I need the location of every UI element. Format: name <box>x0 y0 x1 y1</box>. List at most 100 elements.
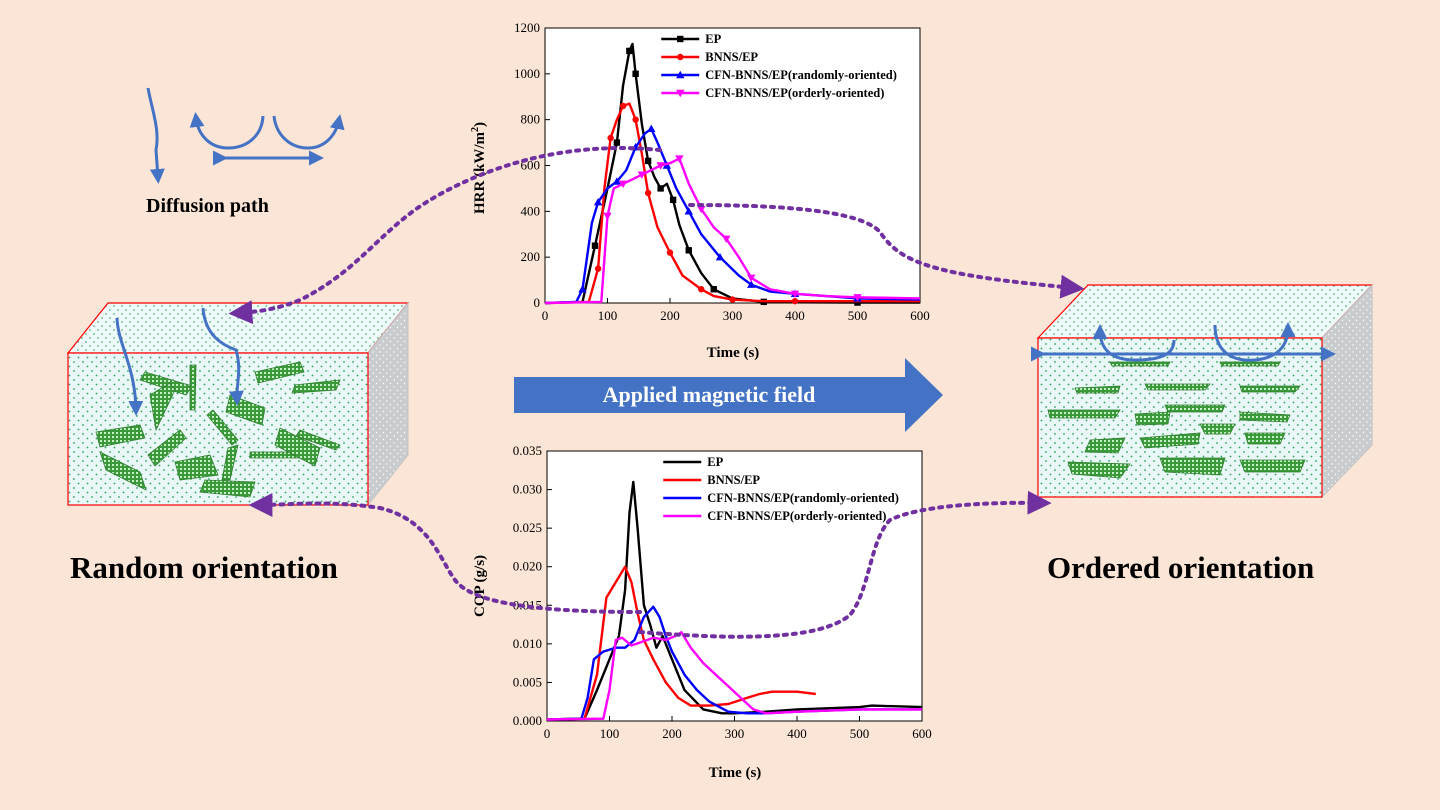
legend-label: CFN-BNNS/EP(randomly-oriented) <box>707 491 899 505</box>
y-tick-label: 0.025 <box>513 520 542 535</box>
series-point <box>647 124 656 133</box>
series-point <box>685 247 692 254</box>
legend-label: CFN-BNNS/EP(orderly-oriented) <box>707 509 886 523</box>
series-point <box>715 252 725 261</box>
series-point <box>613 139 621 146</box>
series-point <box>626 47 633 55</box>
random-orientation-box <box>66 301 410 507</box>
series-point <box>637 171 647 179</box>
series-point <box>791 297 799 305</box>
legend-marker <box>677 35 684 43</box>
series-point <box>698 286 705 293</box>
cop-chart: 0 100 200 300 400 500 600 0.000 0.005 0.010 0.015 0… <box>472 443 932 781</box>
series-point <box>619 102 627 110</box>
series-point <box>594 265 602 272</box>
x-tick-label: 100 <box>598 308 618 323</box>
x-tick-label: 500 <box>848 308 868 323</box>
diffusion-path-label: Diffusion path <box>146 195 269 217</box>
x-tick-label: 600 <box>910 308 930 323</box>
series-point <box>722 235 731 244</box>
series-line-3 <box>546 631 922 721</box>
legend-marker <box>676 89 685 98</box>
series-point <box>618 180 628 189</box>
series-point <box>644 157 652 165</box>
hrr-chart: 0 100 200 300 400 500 600020040060080010001200… <box>470 20 930 361</box>
cop-series <box>546 480 923 721</box>
series-point <box>644 189 652 197</box>
y-tick-label: 1200 <box>514 20 540 35</box>
x-tick-label: 300 <box>725 726 745 741</box>
legend-marker <box>676 70 685 79</box>
series-point <box>603 212 612 221</box>
random-orientation-label: Random orientation <box>70 550 338 585</box>
series-line-2 <box>544 127 921 305</box>
y-tick-label: 0.010 <box>513 636 542 651</box>
cop-x-label: Time (s) <box>709 765 762 781</box>
x-tick-label: 0 <box>544 726 551 741</box>
series-line-1 <box>546 565 816 721</box>
series-point <box>632 116 639 123</box>
hrr-y-label: HRR (kW/m2) <box>470 122 488 214</box>
x-tick-label: 600 <box>912 726 932 741</box>
hrr-x-label: Time (s) <box>707 345 760 361</box>
y-tick-label: 1000 <box>514 66 540 81</box>
cop-ticks: 0 100 200 300 400 500 600 0.000 0.005 0.010 0.015 0… <box>513 443 932 741</box>
x-tick-label: 400 <box>787 726 807 741</box>
y-tick-label: 0.005 <box>513 674 542 689</box>
series-point <box>747 280 756 288</box>
series-point <box>578 285 587 293</box>
y-tick-label: 0 <box>534 295 541 310</box>
series-point <box>710 286 717 293</box>
series-point <box>657 185 664 192</box>
series-point <box>729 296 736 303</box>
x-tick-label: 400 <box>785 308 805 323</box>
diffusion-path-icon <box>146 87 345 184</box>
series-point <box>790 290 800 299</box>
ordered-orientation-label: Ordered orientation <box>1047 550 1315 585</box>
series-point <box>656 162 665 170</box>
series-point <box>591 242 599 249</box>
series-point <box>684 207 693 215</box>
series-point <box>593 197 603 206</box>
x-tick-label: 500 <box>850 726 870 741</box>
series-point <box>854 299 861 306</box>
hrr-series <box>544 42 921 306</box>
legend-label: CFN-BNNS/EP(randomly-oriented) <box>705 68 897 82</box>
legend-label: EP <box>707 455 723 469</box>
ordered-orientation-box <box>1031 283 1374 499</box>
y-tick-label: 0.000 <box>513 713 542 728</box>
x-tick-label: 300 <box>723 308 743 323</box>
series-point <box>675 155 684 163</box>
cop-legend: EP BNNS/EP CFN-BNNS/EP(randomly-oriented) C… <box>663 455 899 523</box>
applied-field-label: Applied magnetic field <box>602 382 816 407</box>
x-tick-label: 200 <box>662 726 682 741</box>
random-flakes <box>95 361 341 498</box>
y-tick-label: 0.035 <box>513 443 542 458</box>
y-tick-label: 0.030 <box>513 482 542 497</box>
legend-label: BNNS/EP <box>707 473 760 487</box>
y-tick-label: 200 <box>521 249 541 264</box>
series-point <box>747 274 756 282</box>
series-point <box>632 70 639 78</box>
series-point <box>607 134 614 142</box>
series-point <box>612 177 622 185</box>
x-tick-label: 100 <box>600 726 620 741</box>
y-tick-label: 0.020 <box>513 559 542 574</box>
y-tick-label: 0.015 <box>513 597 542 612</box>
dotted-connectors <box>228 146 1085 639</box>
series-line-3 <box>544 157 921 305</box>
ordered-flakes <box>1047 361 1306 479</box>
legend-label: EP <box>705 32 721 46</box>
x-tick-label: 0 <box>542 308 549 323</box>
x-tick-label: 200 <box>660 308 680 323</box>
cop-y-label: COP (g/s) <box>472 555 488 617</box>
legend-marker <box>677 53 684 61</box>
hrr-legend: EP BNNS/EP CFN-BNNS/EP(randomly-oriented) C… <box>661 32 897 100</box>
series-line-2 <box>546 605 922 721</box>
legend-label: BNNS/EP <box>705 50 758 64</box>
series-point <box>697 205 706 214</box>
series-point <box>666 249 674 256</box>
legend-label: CFN-BNNS/EP(orderly-oriented) <box>705 86 884 100</box>
y-tick-label: 400 <box>521 203 541 218</box>
